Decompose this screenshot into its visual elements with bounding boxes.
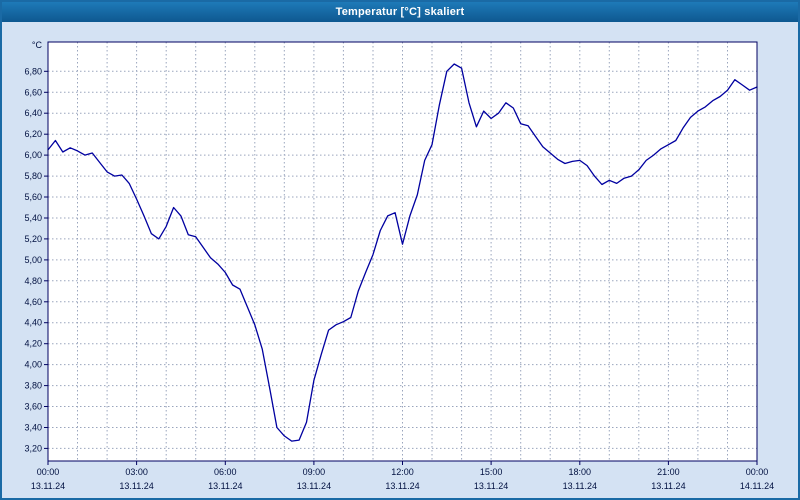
svg-text:4,00: 4,00 bbox=[24, 360, 42, 370]
svg-text:13.11.24: 13.11.24 bbox=[474, 481, 508, 491]
svg-text:5,20: 5,20 bbox=[24, 234, 42, 244]
svg-text:6,00: 6,00 bbox=[24, 150, 42, 160]
svg-text:03:00: 03:00 bbox=[125, 467, 148, 477]
svg-text:13.11.24: 13.11.24 bbox=[563, 481, 597, 491]
svg-text:3,40: 3,40 bbox=[24, 423, 42, 433]
svg-text:12:00: 12:00 bbox=[391, 467, 414, 477]
svg-text:4,20: 4,20 bbox=[24, 339, 42, 349]
svg-text:15:00: 15:00 bbox=[480, 467, 503, 477]
temperature-line-chart: 3,20 3,40 3,60 3,80 4,00 4,20 4,40 4,60 4,80 5,00… bbox=[24, 40, 774, 491]
svg-text:00:00: 00:00 bbox=[37, 467, 60, 477]
svg-text:13.11.24: 13.11.24 bbox=[651, 481, 685, 491]
svg-text:6,20: 6,20 bbox=[24, 129, 42, 139]
window-title: Temperatur [°C] skaliert bbox=[335, 6, 465, 18]
svg-text:13.11.24: 13.11.24 bbox=[297, 481, 331, 491]
svg-text:5,40: 5,40 bbox=[24, 213, 42, 223]
svg-text:06:00: 06:00 bbox=[214, 467, 237, 477]
svg-text:4,60: 4,60 bbox=[24, 297, 42, 307]
svg-text:13.11.24: 13.11.24 bbox=[31, 481, 65, 491]
svg-text:14.11.24: 14.11.24 bbox=[740, 481, 774, 491]
svg-text:6,80: 6,80 bbox=[24, 66, 42, 76]
svg-text:18:00: 18:00 bbox=[569, 467, 592, 477]
svg-text:5,60: 5,60 bbox=[24, 192, 42, 202]
svg-text:13.11.24: 13.11.24 bbox=[208, 481, 242, 491]
svg-text:13.11.24: 13.11.24 bbox=[385, 481, 419, 491]
svg-text:3,20: 3,20 bbox=[24, 443, 42, 453]
svg-text:4,80: 4,80 bbox=[24, 276, 42, 286]
svg-text:00:00: 00:00 bbox=[746, 467, 769, 477]
chart-area: 3,20 3,40 3,60 3,80 4,00 4,20 4,40 4,60 4,80 5,00… bbox=[2, 22, 798, 498]
svg-text:4,40: 4,40 bbox=[24, 318, 42, 328]
svg-text:6,40: 6,40 bbox=[24, 108, 42, 118]
svg-text:3,80: 3,80 bbox=[24, 381, 42, 391]
svg-text:09:00: 09:00 bbox=[303, 467, 326, 477]
svg-text:3,60: 3,60 bbox=[24, 402, 42, 412]
svg-text:13.11.24: 13.11.24 bbox=[119, 481, 153, 491]
svg-text:21:00: 21:00 bbox=[657, 467, 680, 477]
svg-text:5,00: 5,00 bbox=[24, 255, 42, 265]
window-titlebar: Temperatur [°C] skaliert bbox=[2, 2, 798, 22]
svg-text:5,80: 5,80 bbox=[24, 171, 42, 181]
svg-text:6,60: 6,60 bbox=[24, 87, 42, 97]
svg-text:°C: °C bbox=[32, 40, 43, 50]
